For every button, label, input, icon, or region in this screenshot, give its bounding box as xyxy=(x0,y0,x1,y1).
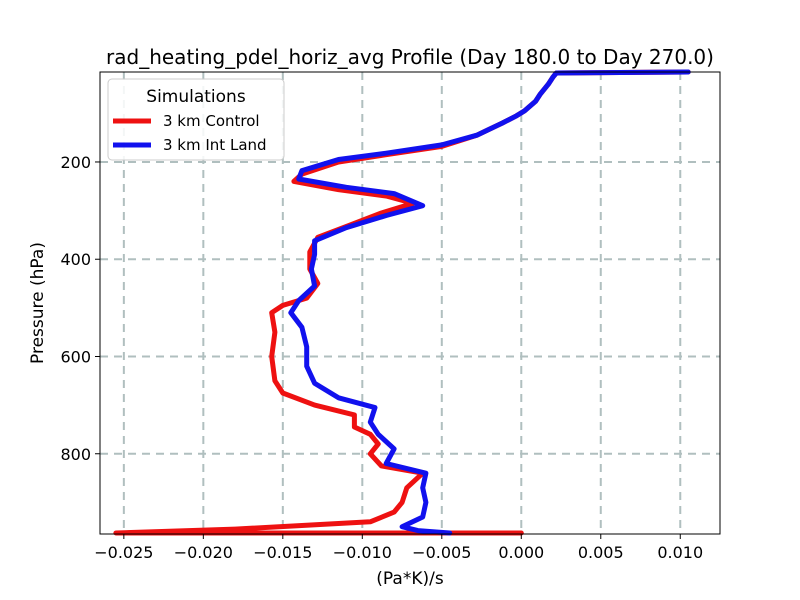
y-tick-label: 200 xyxy=(60,153,91,172)
x-tick-label: 0.000 xyxy=(498,543,544,562)
y-tick-label: 600 xyxy=(60,347,91,366)
series-layer xyxy=(113,69,691,536)
y-tick-label: 800 xyxy=(60,445,91,464)
x-axis-ticks: −0.025 −0.020 −0.015 −0.010 −0.005 0.000 0.005… xyxy=(94,534,703,562)
x-tick-label: −0.005 xyxy=(412,543,471,562)
x-axis-label: (Pa*K)/s xyxy=(376,569,444,589)
y-axis-label: Pressure (hPa) xyxy=(28,242,48,364)
y-axis-ticks: 200 400 600 800 xyxy=(60,153,100,464)
legend: Simulations 3 km Control 3 km Int Land xyxy=(107,78,285,161)
series-line-int-land xyxy=(288,69,691,536)
axes-frame xyxy=(99,71,721,535)
x-tick-label: −0.015 xyxy=(253,543,312,562)
y-tick-label: 400 xyxy=(60,250,91,269)
legend-box xyxy=(107,78,285,161)
x-tick-label: 0.010 xyxy=(657,543,703,562)
legend-label-int-land: 3 km Int Land xyxy=(163,136,267,154)
x-tick-label: −0.020 xyxy=(174,543,233,562)
legend-label-control: 3 km Control xyxy=(163,112,260,130)
x-tick-label: −0.010 xyxy=(333,543,392,562)
x-tick-label: −0.025 xyxy=(94,543,153,562)
legend-title: Simulations xyxy=(146,87,246,107)
x-tick-label: 0.005 xyxy=(578,543,624,562)
chart-title: rad_heating_pdel_horiz_avg Profile (Day … xyxy=(106,45,714,69)
